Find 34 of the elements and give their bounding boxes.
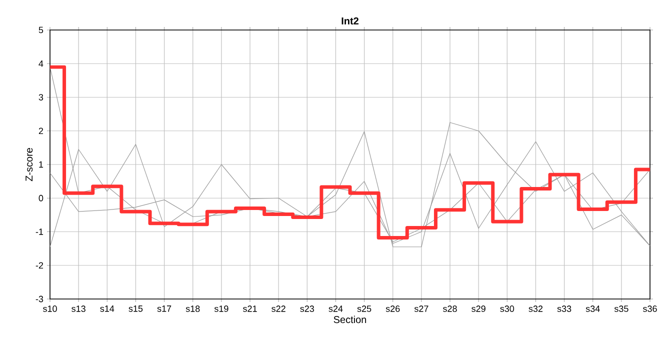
y-tick-label: 0 [38,194,44,202]
x-tick-label: s30 [500,306,514,312]
x-tick-label: s33 [557,306,572,312]
x-tick-label: s27 [414,306,428,312]
y-axis-title: Z-score [26,148,33,182]
x-tick-label: s23 [300,306,314,312]
x-tick-label: s24 [328,306,343,312]
x-tick-label: s14 [100,306,114,312]
y-tick-label: 3 [38,94,44,100]
x-tick-label: s13 [72,306,86,312]
x-tick-label: s28 [443,306,457,312]
x-tick-label: s18 [186,306,200,312]
x-tick-label: s26 [386,306,400,312]
chart-title: Int2 [342,17,358,24]
x-tick-label: s25 [357,306,372,312]
x-tick-label: s36 [643,306,657,312]
y-tick-label: -1 [36,228,44,235]
y-tick-label: 1 [39,161,44,168]
x-tick-label: s10 [43,306,57,312]
x-axis-title: Section [334,316,366,324]
x-tick-label: s35 [614,306,628,312]
x-tick-label: s29 [472,306,486,312]
x-tick-label: s34 [586,306,600,312]
x-tick-label: s21 [243,306,257,312]
y-tick-label: -3 [36,296,44,302]
x-tick-label: s15 [128,306,143,312]
x-tick-label: s22 [272,306,286,312]
x-tick-label: s17 [157,306,172,312]
y-tick-label: 5 [38,26,44,34]
y-tick-label: 4 [38,60,44,67]
y-tick-label: 2 [38,128,44,134]
x-tick-label: s19 [214,306,228,312]
y-tick-label: -2 [36,262,44,269]
x-tick-label: s32 [528,306,543,312]
